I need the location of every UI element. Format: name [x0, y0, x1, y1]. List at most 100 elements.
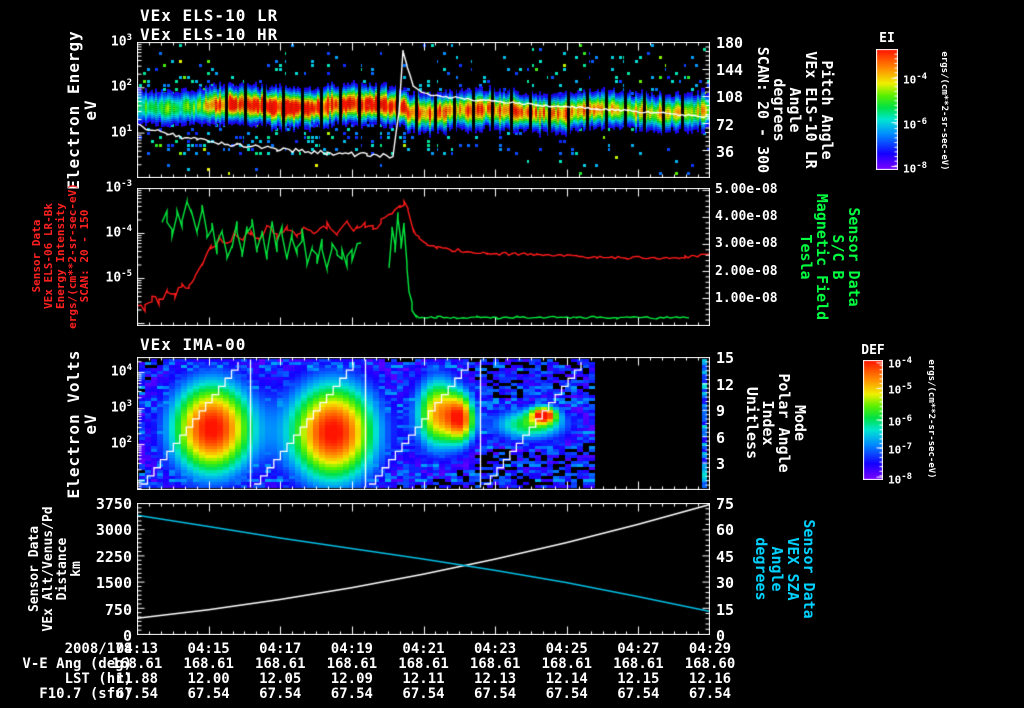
altitude-sza-canvas	[137, 503, 710, 635]
def-colorbar	[863, 360, 883, 480]
panel1-title-line2: VEx ELS-10 HR	[140, 25, 279, 44]
time-tick-label-0: 04:13	[115, 641, 159, 657]
p3-right-tick-label-4: 3	[716, 455, 726, 474]
p1-right-tick-label-0: 36	[716, 142, 735, 161]
p4-left-tick-label-1: 3000	[95, 521, 132, 540]
table-value-r1-c5: 12.13	[474, 671, 517, 687]
p4-right-label-line-3: degrees	[752, 537, 770, 601]
panel1-title-line1: VEx ELS-10 LR	[140, 6, 279, 25]
p4-right-label-line-1: VEX SZA	[784, 537, 802, 601]
table-value-r0-c1: 168.61	[183, 656, 234, 672]
date-label: 2008/178	[64, 641, 132, 657]
table-value-r2-c5: 67.54	[474, 686, 517, 702]
p4-right-tick-label-0: 75	[716, 495, 735, 513]
p4-left-tick-label-0: 3750	[95, 495, 132, 513]
p2-right-label-line-2: Magnetic Field	[813, 193, 831, 321]
table-row-label-0: V-E Ang (deg)	[22, 656, 132, 672]
p1-right-tick-label-2: 108	[716, 88, 744, 107]
p3-left-tick-label-0: 104	[110, 363, 132, 380]
table-value-r1-c4: 12.11	[402, 671, 445, 687]
time-tick-label-1: 04:15	[187, 641, 230, 657]
p4-right-tick-label-4: 15	[716, 600, 735, 619]
time-tick-label-4: 04:21	[402, 641, 445, 657]
p2-right-tick-label-2: 3.00e-08	[715, 236, 778, 252]
table-value-r0-c2: 168.61	[254, 656, 306, 672]
time-tick-label-2: 04:17	[259, 641, 302, 657]
p4-left-tick-label-2: 2250	[95, 547, 132, 566]
table-value-r0-c6: 168.61	[541, 656, 593, 672]
p2-right-tick-label-1: 4.00e-08	[715, 209, 778, 225]
p3-ylabel-line-1: eV	[81, 413, 100, 435]
table-row-label-1: LST (hr)	[64, 671, 132, 687]
def-colorbar-units: ergs/(cm**2-sr-sec-eV)	[926, 359, 936, 479]
table-value-r2-c6: 67.54	[545, 686, 588, 702]
table-value-r2-c0: 67.54	[115, 686, 159, 702]
p1-right-tick-label-1: 72	[716, 115, 735, 134]
p4-left-tick-label-3: 1500	[95, 574, 132, 593]
p1-left-tick-label-1: 102	[110, 78, 132, 95]
p4-right-tick-label-5: 0	[716, 627, 726, 645]
p2-right-tick-label-3: 2.00e-08	[715, 263, 778, 279]
ei-colorbar-tick-label-0: 10-4	[903, 72, 928, 87]
table-value-r2-c2: 67.54	[259, 686, 302, 702]
p4-left-tick-label-5: 0	[122, 627, 132, 645]
def-colorbar-tick-label-0: 10-4	[888, 356, 913, 372]
p3-left-tick-label-1: 103	[110, 399, 132, 416]
p4-right-label-line-2: Angle	[768, 546, 786, 592]
panel3-title: VEx IMA-00	[140, 335, 247, 354]
table-value-r1-c8: 12.16	[688, 671, 732, 687]
p2-left-tick-label-1: 10-4	[105, 224, 133, 241]
table-value-r0-c4: 168.61	[398, 656, 449, 672]
table-value-r2-c4: 67.54	[402, 686, 445, 702]
time-tick-label-6: 04:25	[545, 641, 588, 657]
table-value-r0-c5: 168.61	[469, 656, 521, 672]
p2-right-tick-label-4: 1.00e-08	[715, 290, 778, 306]
def-colorbar-tick-label-3: 10-7	[888, 442, 913, 457]
p1-left-tick-label-0: 103	[110, 33, 132, 50]
ei-colorbar-units: ergs/(cm**2-sr-sec-eV)	[939, 51, 949, 171]
table-value-r2-c3: 67.54	[330, 686, 373, 702]
ei-colorbar-tick-label-2: 10-8	[903, 160, 928, 176]
def-colorbar-tick-label-1: 10-5	[888, 382, 913, 397]
p1-right-tick-label-3: 144	[716, 61, 744, 80]
p4-right-label: Sensor Data VEX SZA Angle degrees	[752, 399, 818, 708]
els-spectrogram-canvas	[137, 42, 710, 178]
time-tick-label-3: 04:19	[330, 641, 373, 657]
table-value-r0-c8: 168.60	[684, 656, 736, 672]
table-value-r1-c3: 12.09	[330, 671, 373, 687]
def-colorbar-tick-label-2: 10-6	[888, 414, 913, 429]
ei-colorbar-title: EI	[879, 31, 895, 46]
p4-right-tick-label-1: 60	[716, 521, 735, 540]
p3-right-tick-label-0: 15	[716, 349, 735, 367]
table-value-r1-c7: 12.15	[617, 671, 660, 687]
table-value-r0-c0: 168.61	[111, 656, 163, 672]
p4-right-tick-label-2: 45	[716, 547, 735, 566]
def-colorbar-tick-label-4: 10-8	[888, 471, 913, 487]
time-tick-label-7: 04:27	[617, 641, 660, 657]
def-colorbar-title: DEF	[861, 343, 885, 358]
p2-right-tick-label-0: 5.00e-08	[715, 181, 778, 197]
p2-left-tick-label-2: 10-5	[105, 269, 133, 286]
ei-colorbar	[876, 49, 898, 170]
p1-right-tick-label-4: 180	[716, 34, 744, 52]
table-value-r2-c8: 67.54	[688, 686, 732, 702]
time-tick-label-8: 04:29	[688, 641, 732, 657]
p1-right-label-line-4: SCAN: 20 - 300	[754, 46, 772, 174]
p2-right-label-line-1: S/C B	[829, 234, 847, 280]
ima-spectrogram-canvas	[137, 357, 710, 490]
table-value-r1-c2: 12.05	[259, 671, 302, 687]
intensity-bfield-canvas	[137, 188, 710, 326]
table-value-r0-c7: 168.61	[613, 656, 664, 672]
p2-right-label-line-0: Sensor Data	[845, 207, 863, 307]
table-value-r2-c7: 67.54	[617, 686, 660, 702]
table-value-r1-c6: 12.14	[545, 671, 588, 687]
p4-left-tick-label-4: 750	[104, 600, 132, 619]
table-row-label-2: F10.7 (sfu)	[39, 686, 132, 702]
table-value-r2-c1: 67.54	[187, 686, 230, 702]
p1-left-tick-label-2: 101	[110, 123, 132, 140]
p3-right-tick-label-3: 6	[716, 428, 726, 447]
table-value-r0-c3: 168.61	[326, 656, 378, 672]
p2-left-tick-label-0: 10-3	[105, 179, 133, 196]
p3-right-tick-label-1: 12	[716, 375, 735, 394]
